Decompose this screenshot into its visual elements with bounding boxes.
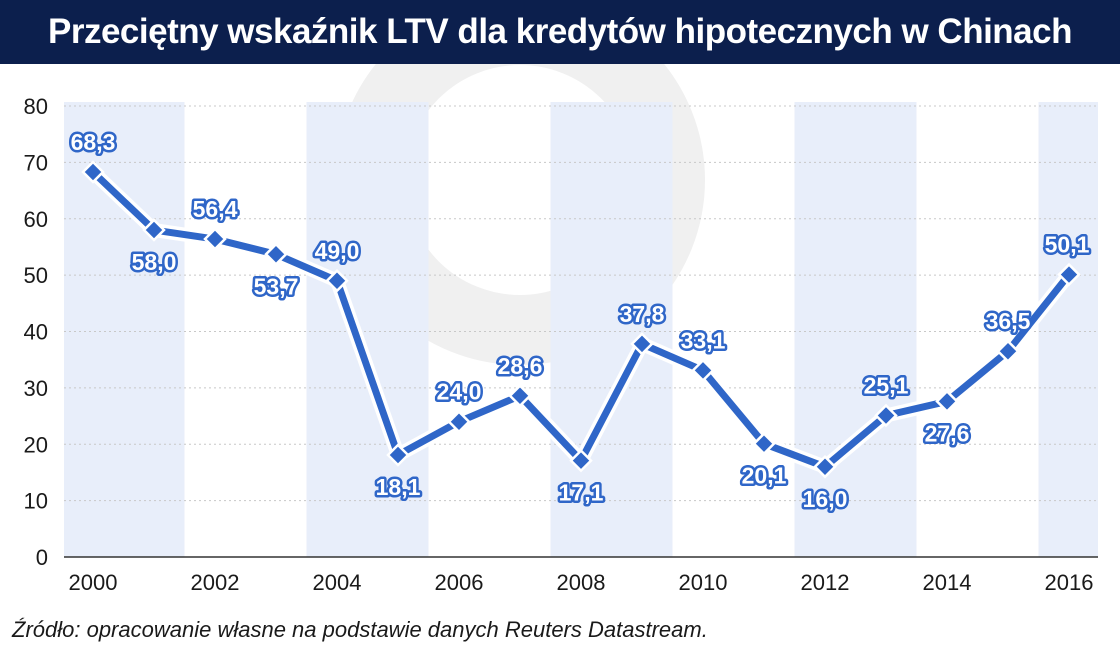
chart-title: Przeciętny wskaźnik LTV dla kredytów hip…	[0, 0, 1120, 64]
gridlines	[64, 105, 1098, 558]
data-point	[752, 431, 776, 456]
data-label: 18,1	[376, 474, 421, 500]
y-tick-label: 40	[24, 320, 48, 345]
x-tick-label: 2004	[313, 570, 362, 595]
x-axis-labels: 2000 2002 2004 2006 2008 2010 2012 2014 2016	[69, 570, 1094, 595]
x-tick-label: 2006	[435, 570, 484, 595]
data-point	[386, 443, 410, 467]
data-label: 56,4	[193, 196, 238, 222]
data-label: 37,8	[620, 301, 665, 327]
source-note: Źródło: opracowanie własne na podstawie …	[12, 617, 708, 642]
y-axis-labels: 0 10 20 30 40 50 60 70 80	[24, 94, 48, 570]
shaded-band-3	[794, 102, 917, 557]
x-tick-label: 2016	[1045, 570, 1094, 595]
data-point	[935, 389, 959, 414]
data-label: 36,5	[986, 308, 1031, 334]
data-point	[203, 227, 227, 251]
y-tick-label: 70	[24, 150, 48, 175]
data-point	[813, 455, 837, 479]
data-label: 49,0	[315, 238, 360, 264]
data-point	[691, 358, 715, 383]
data-label: 16,0	[803, 486, 848, 512]
data-label: 20,1	[742, 463, 787, 489]
data-point	[447, 409, 471, 434]
data-label: 25,1	[864, 372, 909, 398]
data-label: 24,0	[437, 379, 482, 405]
y-tick-label: 20	[24, 432, 48, 457]
data-point	[569, 448, 593, 473]
x-tick-label: 2010	[679, 570, 728, 595]
y-tick-label: 10	[24, 489, 48, 514]
data-labels: 68,3 58,0 56,4 53,7 49,0 18,1 24,0 28,6 17,1 37,8…	[68, 126, 1092, 514]
data-label: 53,7	[254, 273, 299, 299]
data-label: 27,6	[925, 420, 970, 446]
data-label: 28,6	[498, 353, 543, 379]
data-markers	[81, 160, 1081, 479]
shaded-band-2	[550, 102, 673, 557]
shaded-band-4	[1038, 102, 1098, 557]
data-point	[996, 339, 1020, 363]
shaded-band-0	[64, 102, 185, 557]
data-point	[264, 242, 288, 267]
data-point	[1057, 262, 1081, 287]
data-point	[874, 403, 898, 428]
data-label: 68,3	[71, 129, 116, 155]
x-tick-label: 2014	[923, 570, 972, 595]
shaded-bands	[64, 102, 1098, 557]
data-label: 33,1	[681, 327, 726, 353]
data-label: 58,0	[132, 249, 177, 275]
x-tick-label: 2002	[191, 570, 240, 595]
data-point	[142, 218, 166, 242]
data-point	[508, 383, 532, 408]
shaded-band-1	[306, 102, 429, 557]
x-tick-label: 2000	[69, 570, 118, 595]
data-label: 50,1	[1045, 232, 1090, 258]
y-tick-label: 30	[24, 376, 48, 401]
data-point	[81, 160, 105, 184]
y-tick-label: 0	[36, 545, 48, 570]
data-point	[630, 332, 654, 356]
y-tick-label: 80	[24, 94, 48, 119]
x-tick-label: 2008	[557, 570, 606, 595]
x-tick-label: 2012	[801, 570, 850, 595]
y-tick-label: 60	[24, 207, 48, 232]
data-label: 17,1	[559, 480, 604, 506]
data-point	[325, 268, 349, 293]
y-tick-label: 50	[24, 263, 48, 288]
